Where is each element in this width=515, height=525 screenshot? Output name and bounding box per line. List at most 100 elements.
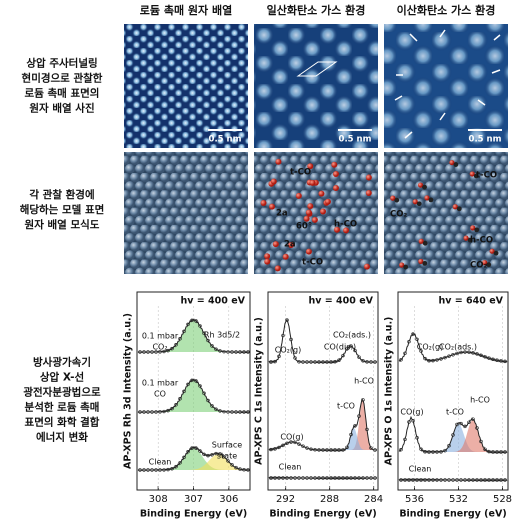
data-point [399, 358, 403, 362]
scale-label: 0.5 nm [469, 135, 502, 145]
data-point [230, 350, 234, 354]
data-point [142, 410, 146, 414]
data-point [495, 478, 499, 482]
data-point [242, 468, 246, 472]
data-point [337, 448, 341, 452]
co2-molecule [453, 162, 459, 167]
co2-molecule [469, 171, 475, 177]
data-point [483, 355, 487, 359]
co-molecule [343, 227, 350, 234]
co-molecule [311, 216, 318, 223]
co2-molecule [493, 250, 499, 256]
annotation: 60° [296, 222, 312, 232]
peak-label: Rh 3d5/2 [204, 331, 240, 340]
unit-cell [296, 61, 338, 77]
peak-label: CO₂(g) [275, 346, 301, 355]
data-point [154, 410, 158, 414]
data-point [329, 360, 333, 364]
peak-label: CO₂(ads.) [333, 331, 371, 340]
co-molecule [307, 203, 314, 210]
co-molecule [332, 171, 339, 178]
data-point [431, 358, 435, 363]
spectrum [268, 476, 378, 480]
data-point [285, 476, 289, 480]
data-point [281, 443, 285, 448]
peak-label: CO(g) [400, 408, 423, 417]
model-image [124, 152, 248, 274]
data-point [158, 410, 162, 414]
model-image [254, 152, 378, 274]
data-point [399, 447, 403, 452]
data-point [234, 410, 238, 414]
data-point [166, 348, 170, 353]
data-point [423, 356, 427, 361]
data-point [329, 448, 333, 452]
spectrum [268, 318, 378, 364]
data-point [487, 356, 491, 360]
data-point [198, 384, 202, 388]
co-molecule [264, 258, 271, 265]
data-point [345, 347, 349, 351]
data-point [242, 410, 246, 414]
scale-label: 0.5 nm [339, 135, 372, 145]
data-point [487, 478, 491, 482]
row-label: 원자 배열 사진 [29, 102, 94, 115]
data-point [373, 476, 377, 480]
data-point [503, 359, 507, 364]
data-point [146, 410, 150, 414]
data-point [499, 478, 503, 482]
data-point [142, 350, 146, 354]
peak-label: CO₂(g) [417, 343, 443, 352]
row-label: 분석한 로듐 촉매 [25, 401, 100, 414]
data-point [142, 468, 146, 472]
data-point [475, 426, 479, 430]
data-point [154, 468, 158, 472]
data-point [305, 476, 309, 480]
data-point [146, 468, 150, 472]
data-point [226, 459, 230, 463]
data-point [329, 476, 333, 480]
data-point [407, 478, 411, 482]
plot-frame [267, 291, 379, 491]
data-point [186, 449, 190, 454]
data-point [222, 455, 226, 459]
co2-molecule [422, 260, 428, 266]
data-point [373, 360, 377, 364]
data-point [206, 398, 210, 403]
x-tick-label: 307 [184, 494, 203, 505]
data-point [369, 446, 373, 450]
data-point [301, 444, 305, 448]
data-point [218, 349, 222, 353]
data-point [471, 417, 475, 421]
spectrum [398, 478, 508, 482]
data-point [174, 343, 178, 347]
data-point [281, 333, 285, 338]
peak-fit [137, 380, 250, 412]
data-point [499, 359, 503, 363]
data-point [321, 476, 325, 480]
co2-molecule [474, 227, 480, 233]
data-point [309, 360, 313, 364]
data-point [455, 351, 459, 356]
x-tick-label: 532 [449, 494, 468, 505]
x-tick-label: 528 [493, 494, 512, 505]
peak-fit [268, 428, 378, 450]
data-point [178, 337, 182, 341]
data-point [293, 440, 297, 445]
annotation: CO₂ [470, 261, 487, 271]
data-point [269, 476, 273, 480]
data-point [357, 476, 361, 480]
photon-energy: hv = 400 eV [181, 296, 246, 307]
data-point [427, 359, 431, 363]
data-point [178, 397, 182, 401]
data-point [166, 467, 170, 472]
data-point [190, 446, 194, 450]
peak-fit [268, 400, 378, 450]
data-point [365, 476, 369, 480]
data-point [214, 347, 218, 351]
data-point [277, 476, 281, 480]
data-point [222, 349, 226, 354]
data-point [333, 359, 337, 364]
